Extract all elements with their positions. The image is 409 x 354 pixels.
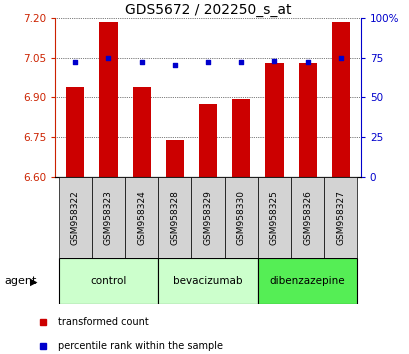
Bar	[132, 87, 151, 177]
Bar	[257, 177, 290, 258]
Text: percentile rank within the sample: percentile rank within the sample	[58, 341, 222, 350]
Bar	[125, 177, 158, 258]
Text: GSM958326: GSM958326	[302, 190, 311, 245]
Point	[270, 58, 277, 64]
Text: agent: agent	[4, 276, 36, 286]
Text: control: control	[90, 276, 126, 286]
Text: GSM958325: GSM958325	[269, 190, 278, 245]
Point	[237, 59, 244, 65]
Text: transformed count: transformed count	[58, 317, 148, 327]
Text: GSM958324: GSM958324	[137, 190, 146, 245]
Bar	[198, 104, 217, 177]
Bar	[265, 63, 283, 177]
Bar	[58, 258, 158, 304]
Bar	[224, 177, 257, 258]
Text: dibenzazepine: dibenzazepine	[269, 276, 345, 286]
Point	[138, 59, 145, 65]
Bar	[331, 22, 349, 177]
Bar	[231, 99, 250, 177]
Point	[204, 59, 211, 65]
Bar	[92, 177, 125, 258]
Bar	[58, 177, 92, 258]
Text: GSM958330: GSM958330	[236, 190, 245, 245]
Text: GSM958328: GSM958328	[170, 190, 179, 245]
Bar	[158, 177, 191, 258]
Text: ▶: ▶	[29, 276, 37, 286]
Title: GDS5672 / 202250_s_at: GDS5672 / 202250_s_at	[124, 3, 291, 17]
Bar	[324, 177, 357, 258]
Bar	[257, 258, 357, 304]
Text: GSM958323: GSM958323	[104, 190, 113, 245]
Bar	[191, 177, 224, 258]
Point	[337, 55, 343, 60]
Bar	[99, 22, 117, 177]
Point	[303, 59, 310, 65]
Point	[171, 63, 178, 68]
Text: GSM958329: GSM958329	[203, 190, 212, 245]
Bar	[66, 87, 84, 177]
Bar	[298, 63, 316, 177]
Point	[72, 59, 79, 65]
Bar	[165, 140, 184, 177]
Text: GSM958322: GSM958322	[71, 190, 80, 245]
Text: GSM958327: GSM958327	[335, 190, 344, 245]
Text: bevacizumab: bevacizumab	[173, 276, 242, 286]
Bar	[158, 258, 257, 304]
Point	[105, 55, 112, 60]
Bar	[290, 177, 324, 258]
